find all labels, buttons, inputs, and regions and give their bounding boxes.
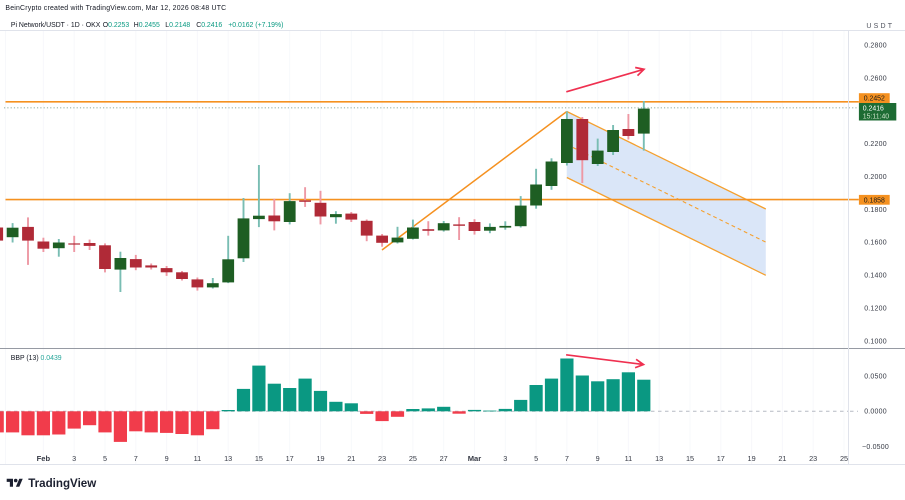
svg-text:TradingView: TradingView	[28, 477, 97, 490]
svg-text:7: 7	[565, 454, 569, 463]
svg-text:11: 11	[625, 454, 633, 463]
svg-text:Feb: Feb	[37, 454, 51, 463]
svg-text:19: 19	[748, 454, 756, 463]
svg-text:0.0500: 0.0500	[864, 374, 887, 381]
svg-text:Pi Network/USDT · 1D · OKX O0.: Pi Network/USDT · 1D · OKX O0.2253 H0.245…	[11, 22, 284, 29]
svg-text:9: 9	[596, 454, 600, 463]
svg-text:7: 7	[134, 454, 138, 463]
svg-text:0.2000: 0.2000	[864, 174, 887, 181]
svg-text:0.2200: 0.2200	[864, 141, 887, 148]
svg-text:0.1858: 0.1858	[864, 197, 885, 204]
svg-text:9: 9	[165, 454, 169, 463]
svg-text:BeinCrypto created with Tradin: BeinCrypto created with TradingView.com,…	[5, 5, 226, 12]
svg-text:USDT: USDT	[866, 23, 894, 30]
svg-text:21: 21	[347, 454, 355, 463]
svg-text:23: 23	[809, 454, 817, 463]
svg-text:23: 23	[378, 454, 386, 463]
svg-text:11: 11	[194, 454, 202, 463]
svg-text:3: 3	[72, 454, 76, 463]
svg-text:0.1800: 0.1800	[864, 207, 887, 214]
svg-text:17: 17	[717, 454, 725, 463]
svg-text:0.1600: 0.1600	[864, 240, 887, 247]
svg-text:13: 13	[224, 454, 232, 463]
svg-text:0.2600: 0.2600	[864, 75, 887, 82]
svg-text:27: 27	[440, 454, 448, 463]
svg-text:5: 5	[103, 454, 107, 463]
svg-text:0.2800: 0.2800	[864, 42, 887, 49]
svg-text:5: 5	[534, 454, 538, 463]
svg-text:15: 15	[686, 454, 694, 463]
svg-text:0.1000: 0.1000	[864, 338, 887, 345]
svg-text:15:11:40: 15:11:40	[863, 113, 889, 120]
svg-text:17: 17	[286, 454, 294, 463]
svg-text:0.1400: 0.1400	[864, 273, 887, 280]
svg-text:13: 13	[655, 454, 663, 463]
svg-text:0.1200: 0.1200	[864, 305, 887, 312]
svg-text:0.2416: 0.2416	[863, 105, 884, 112]
svg-text:19: 19	[316, 454, 324, 463]
svg-text:0.0000: 0.0000	[864, 409, 887, 416]
svg-text:BBP (13) 0.0439: BBP (13) 0.0439	[11, 355, 62, 362]
svg-text:21: 21	[778, 454, 786, 463]
svg-text:−0.0500: −0.0500	[862, 444, 889, 451]
svg-text:15: 15	[255, 454, 263, 463]
svg-text:Mar: Mar	[468, 454, 482, 463]
svg-text:25: 25	[409, 454, 417, 463]
svg-text:0.2452: 0.2452	[864, 96, 885, 103]
svg-text:3: 3	[503, 454, 507, 463]
svg-text:25: 25	[840, 454, 848, 463]
